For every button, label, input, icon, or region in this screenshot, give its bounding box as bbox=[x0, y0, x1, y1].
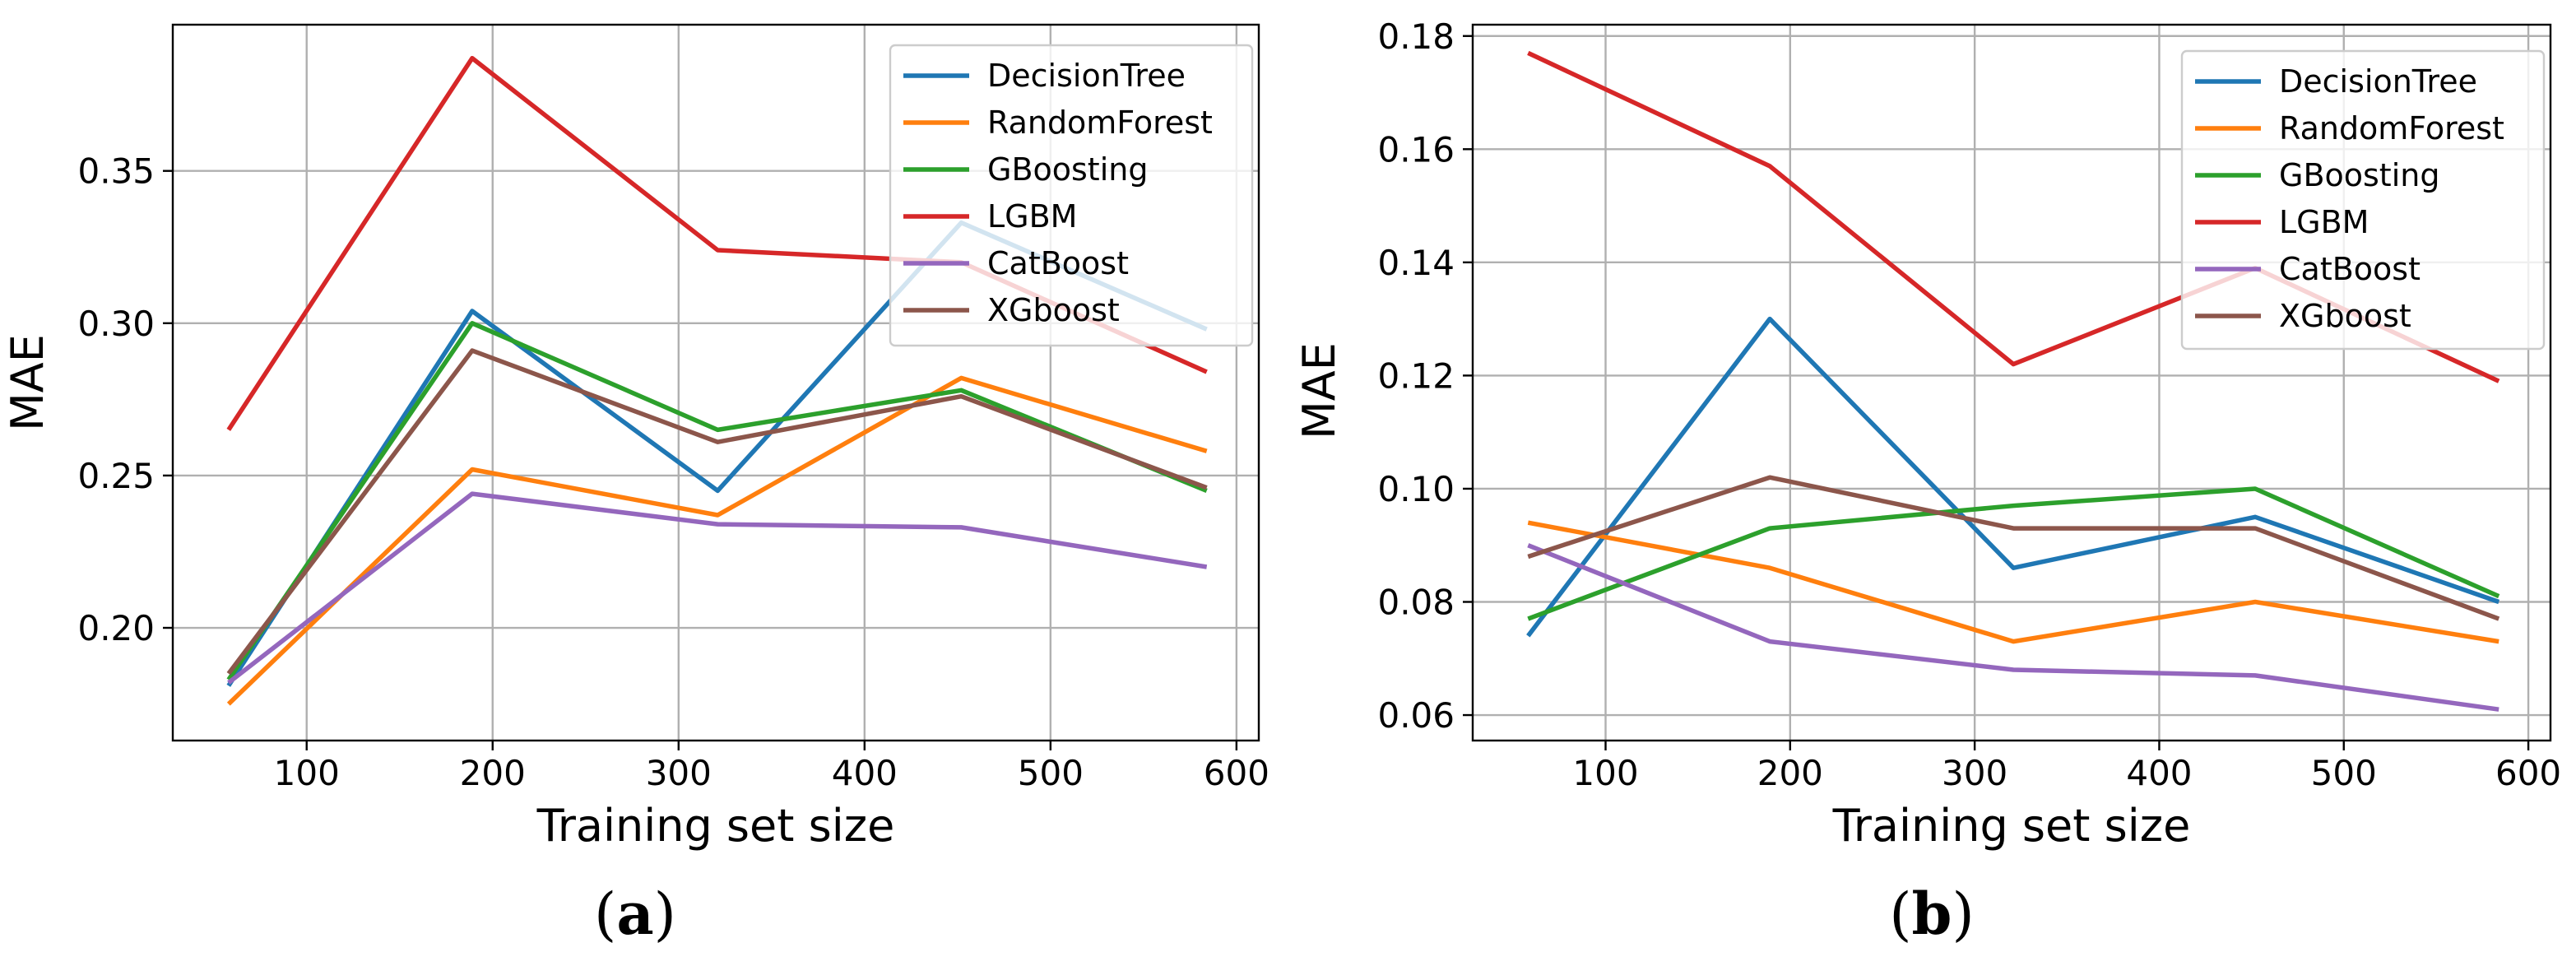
series-line-gboosting bbox=[226, 321, 1208, 681]
y-tick-label: 0.35 bbox=[77, 151, 155, 192]
series-line-decisiontree bbox=[1526, 316, 2500, 638]
legend-label: GBoosting bbox=[2279, 157, 2439, 193]
x-tick-label: 200 bbox=[1757, 753, 1823, 793]
legend-label: XGboost bbox=[987, 292, 1120, 328]
y-tick-label: 0.08 bbox=[1377, 583, 1455, 623]
x-tick-label: 600 bbox=[1204, 753, 1269, 793]
x-tick-label: 500 bbox=[1018, 753, 1084, 793]
y-tick-label: 0.20 bbox=[77, 608, 155, 648]
y-axis-label: MAE bbox=[1293, 342, 1345, 439]
series-line-randomforest bbox=[1527, 520, 2499, 644]
y-tick-label: 0.16 bbox=[1377, 129, 1455, 170]
legend-label: DecisionTree bbox=[2279, 63, 2477, 100]
x-tick-label: 100 bbox=[1572, 753, 1638, 793]
x-axis-label: Training set size bbox=[536, 800, 895, 852]
series-line-catboost bbox=[227, 491, 1208, 685]
legend-box bbox=[2180, 49, 2546, 351]
panel-caption: (b) bbox=[1889, 880, 1975, 948]
x-tick-label: 400 bbox=[832, 753, 898, 793]
plot-frame bbox=[1471, 23, 2552, 742]
series-line-xgboost bbox=[1527, 475, 2500, 621]
y-tick-label: 0.30 bbox=[77, 304, 155, 344]
x-axis-label: Training set size bbox=[1832, 800, 2191, 852]
legend-label: LGBM bbox=[987, 198, 1077, 235]
y-tick-label: 0.10 bbox=[1377, 469, 1455, 509]
series-line-xgboost bbox=[226, 348, 1208, 676]
y-tick-label: 0.18 bbox=[1377, 16, 1455, 57]
y-axis-label: MAE bbox=[2, 334, 53, 431]
panel-caption: (a) bbox=[594, 880, 676, 948]
series-line-catboost bbox=[1527, 543, 2499, 712]
legend-label: DecisionTree bbox=[987, 58, 1186, 94]
legend-label: LGBM bbox=[2279, 204, 2369, 240]
legend-label: CatBoost bbox=[2279, 251, 2421, 287]
legend: DecisionTree RandomForest GBoosting LGBM Cat… bbox=[2180, 49, 2546, 351]
panel-b: 100 200 300 400 500 600 0.06 0.08 0.10 0.12 0.14 0.… bbox=[1293, 16, 2561, 948]
legend-label: CatBoost bbox=[987, 245, 1129, 281]
x-tick-label: 300 bbox=[646, 753, 712, 793]
x-tick-label: 600 bbox=[2495, 753, 2561, 793]
legend-box bbox=[889, 44, 1254, 347]
plot-frame bbox=[171, 23, 1260, 742]
x-tick-label: 200 bbox=[460, 753, 526, 793]
panel-caption-letter: b bbox=[1912, 880, 1952, 948]
legend-label: GBoosting bbox=[987, 151, 1148, 188]
y-tick-label: 0.25 bbox=[77, 456, 155, 496]
y-tick-label: 0.12 bbox=[1377, 355, 1455, 396]
legend-label: RandomForest bbox=[987, 104, 1213, 141]
series-line-gboosting bbox=[1527, 486, 2500, 621]
legend: DecisionTree RandomForest GBoosting LGBM Cat… bbox=[889, 44, 1254, 347]
series-line-randomforest bbox=[226, 375, 1208, 706]
x-tick-label: 500 bbox=[2311, 753, 2377, 793]
y-tick-label: 0.06 bbox=[1377, 695, 1455, 736]
panel-a: 100 200 300 400 500 600 0.20 0.25 0.30 0.35 Traini… bbox=[2, 23, 1269, 948]
panel-caption-letter: a bbox=[616, 880, 653, 948]
x-tick-label: 100 bbox=[274, 753, 340, 793]
x-tick-label: 400 bbox=[2126, 753, 2192, 793]
x-tick-label: 300 bbox=[1942, 753, 2007, 793]
legend-label: XGboost bbox=[2279, 298, 2411, 334]
legend-label: RandomForest bbox=[2279, 110, 2504, 146]
y-tick-label: 0.14 bbox=[1377, 243, 1455, 283]
